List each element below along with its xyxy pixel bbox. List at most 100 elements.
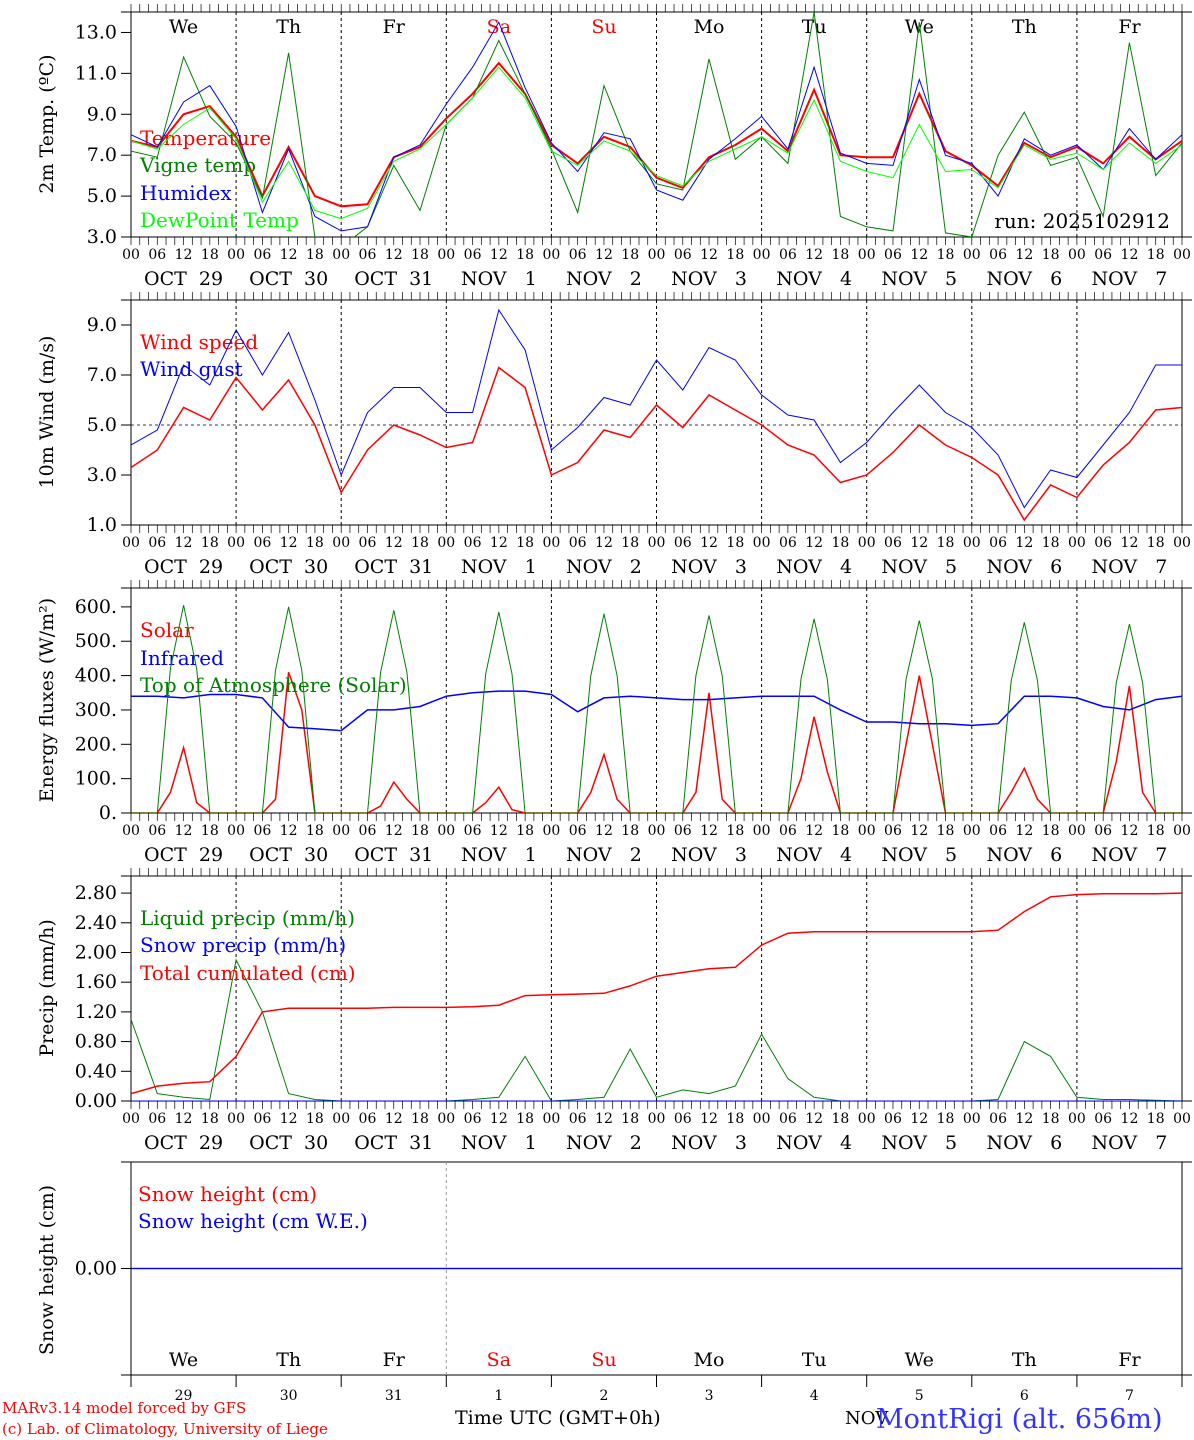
y-tick-label: 300. xyxy=(75,699,117,721)
weekday-label: We xyxy=(169,1349,198,1371)
x-date-label: OCT 30 xyxy=(249,556,328,578)
x-hour-label: 00 xyxy=(122,535,140,551)
x-hour-label: 06 xyxy=(569,823,587,839)
x-day-number: 7 xyxy=(1125,1388,1134,1404)
series-line-dewpoint-temp xyxy=(131,66,1182,220)
x-date-label: NOV 2 xyxy=(566,556,642,578)
weekday-label: Th xyxy=(276,16,301,38)
x-hour-label: 06 xyxy=(884,1111,902,1127)
y-tick-label: 500. xyxy=(75,630,117,652)
x-date-label: NOV 1 xyxy=(461,844,537,866)
legend-entry: Total cumulated (cm) xyxy=(140,961,356,985)
x-date-label: NOV 2 xyxy=(566,1132,642,1154)
x-hour-label: 06 xyxy=(569,1111,587,1127)
x-day-number: 5 xyxy=(915,1388,924,1404)
x-hour-label: 18 xyxy=(726,1111,744,1127)
legend-entry: Wind gust xyxy=(140,357,243,381)
x-hour-label: 00 xyxy=(1173,247,1191,263)
x-hour-label: 12 xyxy=(700,823,718,839)
series-line-solar xyxy=(131,671,1182,813)
y-tick-label: 0.80 xyxy=(75,1031,117,1053)
x-hour-label: 12 xyxy=(175,1111,193,1127)
x-day-number: 29 xyxy=(175,1388,193,1404)
weekday-label: Sa xyxy=(487,1349,511,1371)
x-hour-label: 18 xyxy=(306,1111,324,1127)
x-hour-label: 00 xyxy=(753,535,771,551)
x-hour-label: 00 xyxy=(542,247,560,263)
x-hour-label: 12 xyxy=(700,535,718,551)
x-hour-label: 06 xyxy=(359,1111,377,1127)
x-hour-label: 06 xyxy=(884,535,902,551)
x-hour-label: 00 xyxy=(542,823,560,839)
x-hour-label: 00 xyxy=(1068,1111,1086,1127)
x-hour-label: 12 xyxy=(385,823,403,839)
x-date-label: NOV 3 xyxy=(671,268,747,290)
x-date-label: OCT 31 xyxy=(354,1132,433,1154)
x-hour-label: 12 xyxy=(175,247,193,263)
y-tick-label: 9.0 xyxy=(87,314,117,336)
weekday-label: Th xyxy=(276,1349,301,1371)
y-tick-label: 2.00 xyxy=(75,941,117,963)
x-hour-label: 18 xyxy=(1147,823,1165,839)
x-hour-label: 00 xyxy=(332,823,350,839)
x-hour-label: 18 xyxy=(726,247,744,263)
x-hour-label: 18 xyxy=(201,247,219,263)
x-hour-label: 00 xyxy=(753,823,771,839)
weekday-label: Fr xyxy=(1118,16,1141,38)
x-hour-label: 18 xyxy=(411,535,429,551)
x-date-label: NOV 7 xyxy=(1092,1132,1168,1154)
x-hour-label: 12 xyxy=(1121,535,1139,551)
x-hour-label: 06 xyxy=(148,247,166,263)
x-hour-label: 18 xyxy=(832,823,850,839)
x-hour-label: 06 xyxy=(253,247,271,263)
x-date-label: NOV 4 xyxy=(776,1132,852,1154)
x-hour-label: 12 xyxy=(490,535,508,551)
x-hour-label: 18 xyxy=(621,823,639,839)
x-hour-label: 18 xyxy=(1042,1111,1060,1127)
x-hour-label: 18 xyxy=(411,823,429,839)
weekday-label: Mo xyxy=(694,16,725,38)
weekday-label: Sa xyxy=(487,16,511,38)
weekday-label: We xyxy=(905,16,934,38)
y-tick-label: 2.40 xyxy=(75,912,117,934)
station-name: MontRigi (alt. 656m) xyxy=(876,1404,1163,1435)
x-date-label: OCT 29 xyxy=(144,1132,223,1154)
y-tick-label: 13.0 xyxy=(75,21,117,43)
x-hour-label: 06 xyxy=(779,823,797,839)
x-hour-label: 12 xyxy=(700,247,718,263)
x-date-label: NOV 7 xyxy=(1092,556,1168,578)
x-hour-label: 12 xyxy=(1015,823,1033,839)
y-tick-label: 400. xyxy=(75,665,117,687)
x-hour-label: 12 xyxy=(595,823,613,839)
x-hour-label: 06 xyxy=(1094,1111,1112,1127)
x-hour-label: 12 xyxy=(490,1111,508,1127)
x-hour-label: 06 xyxy=(674,1111,692,1127)
y-tick-label: 11.0 xyxy=(75,62,117,84)
x-hour-label: 06 xyxy=(148,823,166,839)
x-hour-label: 12 xyxy=(1015,535,1033,551)
x-hour-label: 18 xyxy=(306,247,324,263)
x-hour-label: 12 xyxy=(805,1111,823,1127)
x-hour-label: 00 xyxy=(648,1111,666,1127)
series-line-top-of-atmosphere-solar- xyxy=(131,605,1182,813)
weekday-label: Fr xyxy=(1118,1349,1141,1371)
y-tick-label: 200. xyxy=(75,733,117,755)
y-tick-label: 3.0 xyxy=(87,226,117,248)
x-hour-label: 06 xyxy=(1094,247,1112,263)
y-tick-label: 2.80 xyxy=(75,882,117,904)
x-date-label: NOV 4 xyxy=(776,844,852,866)
y-tick-label: 1.0 xyxy=(87,514,117,536)
x-hour-label: 06 xyxy=(464,823,482,839)
x-hour-label: 00 xyxy=(858,247,876,263)
x-hour-label: 18 xyxy=(201,823,219,839)
x-hour-label: 06 xyxy=(148,1111,166,1127)
x-hour-label: 12 xyxy=(490,247,508,263)
run-annotation: run: 2025102912 xyxy=(994,209,1170,233)
x-hour-label: 12 xyxy=(595,535,613,551)
y-tick-label: 5.0 xyxy=(87,185,117,207)
x-hour-label: 00 xyxy=(227,823,245,839)
x-date-label: NOV 1 xyxy=(461,268,537,290)
y-tick-label: 5.0 xyxy=(87,414,117,436)
x-date-label: OCT 30 xyxy=(249,268,328,290)
